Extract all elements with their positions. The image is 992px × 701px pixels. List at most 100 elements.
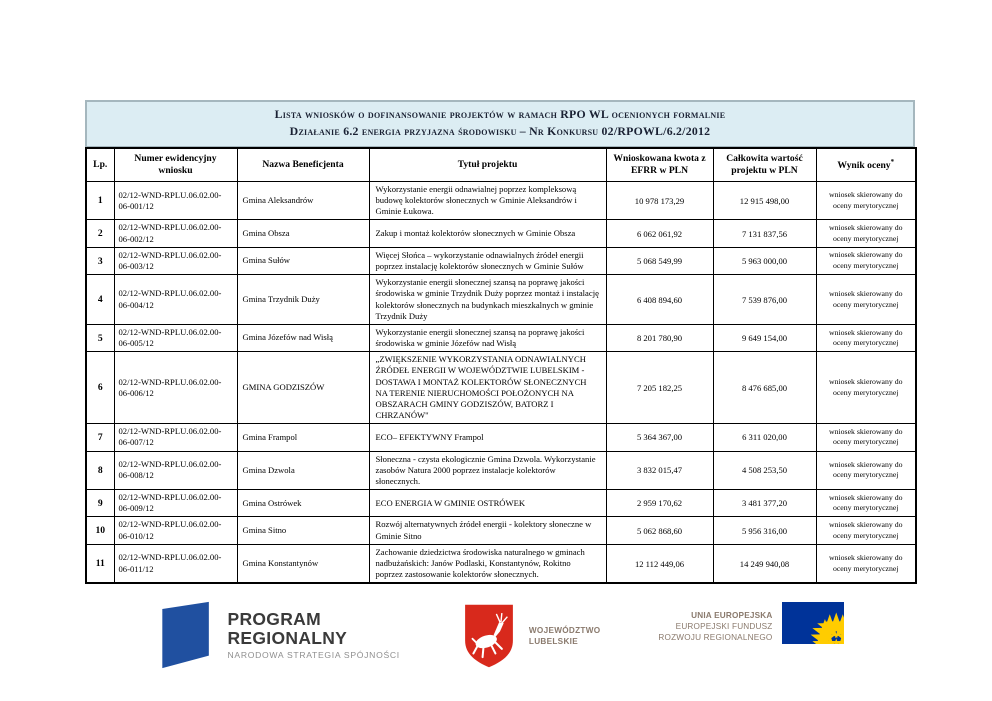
col-header-project-title: Tytuł projektu — [368, 147, 607, 182]
col-header-result: Wynik oceny* — [815, 147, 917, 182]
row-project-title: Wykorzystanie energii odnawialnej poprze… — [368, 180, 607, 221]
row-result: wniosek skierowany do oceny merytoryczne… — [815, 246, 917, 276]
title-line-2: Działanie 6.2 energia przyjazna środowis… — [289, 123, 711, 138]
table-row: 10 02/12-WND-RPLU.06.02.00-06-010/12 Gmi… — [85, 516, 917, 545]
row-beneficiary: Gmina Dzwola — [236, 450, 370, 491]
row-lp: 2 — [85, 219, 115, 248]
row-project-title: Zakup i montaż kolektorów słonecznych w … — [368, 219, 607, 248]
table-row: 4 02/12-WND-RPLU.06.02.00-06-004/12 Gmin… — [85, 274, 917, 325]
row-application-number: 02/12-WND-RPLU.06.02.00-06-009/12 — [113, 489, 238, 518]
row-requested-amount: 5 062 868,60 — [605, 516, 714, 545]
lubelskie-coat-of-arms-icon — [464, 604, 513, 668]
applications-table: Lp. Numer ewidencyjny wniosku Nazwa Bene… — [85, 147, 917, 585]
row-total-value: 5 956 316,00 — [712, 516, 817, 545]
row-lp: 8 — [85, 450, 115, 491]
row-application-number: 02/12-WND-RPLU.06.02.00-06-004/12 — [113, 274, 238, 325]
row-project-title: Wykorzystanie energii słonecznej szansą … — [368, 274, 607, 325]
eu-line3: ROZWOJU REGIONALNEGO — [658, 633, 773, 643]
title-line-1: Lista wniosków o dofinansowanie projektó… — [274, 107, 726, 121]
footnote-asterisk: * — [890, 157, 895, 166]
row-beneficiary: Gmina Sitno — [236, 516, 370, 545]
row-total-value: 9 649 154,00 — [712, 323, 817, 353]
row-lp: 6 — [85, 351, 115, 425]
eu-line1: UNIA EUROPEJSKA — [691, 611, 773, 620]
row-project-title: ECO– EFEKTYWNY Frampol — [368, 423, 607, 452]
nss-title-line2: REGIONALNY — [227, 627, 348, 648]
row-beneficiary: Gmina Sułów — [236, 246, 370, 276]
row-result: wniosek skierowany do oceny merytoryczne… — [815, 323, 917, 353]
row-project-title: „ZWIĘKSZENIE WYKORZYSTANIA ODNAWIALNYCH … — [368, 351, 607, 425]
lubelskie-line2: LUBELSKIE — [528, 637, 578, 646]
row-application-number: 02/12-WND-RPLU.06.02.00-06-008/12 — [113, 450, 238, 491]
row-total-value: 4 508 253,50 — [712, 450, 817, 491]
row-lp: 10 — [85, 516, 115, 545]
row-lp: 11 — [85, 543, 115, 584]
nss-title-line1: PROGRAM — [227, 608, 321, 629]
table-row: 2 02/12-WND-RPLU.06.02.00-06-002/12 Gmin… — [85, 219, 917, 248]
row-application-number: 02/12-WND-RPLU.06.02.00-06-010/12 — [113, 516, 238, 545]
nss-logo-text: PROGRAM REGIONALNY NARODOWA STRATEGIA SP… — [227, 610, 399, 660]
row-total-value: 14 249 940,08 — [712, 543, 817, 584]
row-result: wniosek skierowany do oceny merytoryczne… — [815, 516, 917, 545]
row-result: wniosek skierowany do oceny merytoryczne… — [815, 274, 917, 325]
row-total-value: 3 481 377,20 — [712, 489, 817, 518]
row-project-title: Zachowanie dziedzictwa środowiska natura… — [368, 543, 607, 584]
footer-logos: PROGRAM REGIONALNY NARODOWA STRATEGIA SP… — [0, 599, 992, 671]
col-header-lp: Lp. — [85, 147, 115, 182]
row-total-value: 8 476 685,00 — [712, 351, 817, 425]
row-application-number: 02/12-WND-RPLU.06.02.00-06-001/12 — [113, 180, 238, 221]
table-row: 9 02/12-WND-RPLU.06.02.00-06-009/12 Gmin… — [85, 489, 917, 518]
lubelskie-logo: WOJEWÓDZTWO LUBELSKIE — [462, 602, 601, 670]
row-requested-amount: 6 408 894,60 — [605, 274, 714, 325]
row-total-value: 5 963 000,00 — [712, 246, 817, 276]
row-requested-amount: 7 205 182,25 — [605, 351, 714, 425]
col-header-beneficiary: Nazwa Beneficjenta — [236, 147, 370, 182]
row-result: wniosek skierowany do oceny merytoryczne… — [815, 180, 917, 221]
row-project-title: Wykorzystanie energii słonecznej szansą … — [368, 323, 607, 353]
program-regionalny-logo: PROGRAM REGIONALNY NARODOWA STRATEGIA SP… — [148, 599, 399, 671]
row-project-title: Więcej Słońca – wykorzystanie odnawialny… — [368, 246, 607, 276]
row-lp: 7 — [85, 423, 115, 452]
row-result: wniosek skierowany do oceny merytoryczne… — [815, 543, 917, 584]
eu-line2: EUROPEJSKI FUNDUSZ — [675, 622, 773, 632]
row-application-number: 02/12-WND-RPLU.06.02.00-06-007/12 — [113, 423, 238, 452]
row-requested-amount: 10 978 173,29 — [605, 180, 714, 221]
row-beneficiary: Gmina Ostrówek — [236, 489, 370, 518]
col-header-result-label: Wynik oceny — [837, 160, 891, 172]
lubelskie-line1: WOJEWÓDZTWO — [528, 625, 601, 635]
nss-flag-icon — [148, 601, 217, 671]
row-beneficiary: Gmina Frampol — [236, 423, 370, 452]
row-project-title: Słoneczna - czysta ekologicznie Gmina Dz… — [368, 450, 607, 491]
row-requested-amount: 5 068 549,99 — [605, 246, 714, 276]
row-lp: 4 — [85, 274, 115, 325]
row-project-title: ECO ENERGIA W GMINIE OSTRÓWEK — [368, 489, 607, 518]
row-project-title: Rozwój alternatywnych źródeł energii - k… — [368, 516, 607, 545]
row-beneficiary: Gmina Trzydnik Duży — [236, 274, 370, 325]
row-total-value: 6 311 020,00 — [712, 423, 817, 452]
row-requested-amount: 5 364 367,00 — [605, 423, 714, 452]
row-beneficiary: GMINA GODZISZÓW — [236, 351, 370, 425]
row-beneficiary: Gmina Józefów nad Wisłą — [236, 323, 370, 353]
row-lp: 9 — [85, 489, 115, 518]
row-result: wniosek skierowany do oceny merytoryczne… — [815, 351, 917, 425]
table-row: 5 02/12-WND-RPLU.06.02.00-06-005/12 Gmin… — [85, 323, 917, 353]
row-result: wniosek skierowany do oceny merytoryczne… — [815, 219, 917, 248]
table-row: 11 02/12-WND-RPLU.06.02.00-06-011/12 Gmi… — [85, 543, 917, 584]
row-total-value: 7 131 837,56 — [712, 219, 817, 248]
row-beneficiary: Gmina Obsza — [236, 219, 370, 248]
row-application-number: 02/12-WND-RPLU.06.02.00-06-003/12 — [113, 246, 238, 276]
col-header-requested-amount: Wnioskowana kwota z EFRR w PLN — [605, 147, 714, 182]
row-lp: 5 — [85, 323, 115, 353]
table-row: 3 02/12-WND-RPLU.06.02.00-06-003/12 Gmin… — [85, 246, 917, 276]
nss-subtitle: NARODOWA STRATEGIA SPÓJNOŚCI — [227, 650, 400, 661]
table-header-row: Lp. Numer ewidencyjny wniosku Nazwa Bene… — [85, 147, 917, 182]
eu-flag-icon — [781, 602, 844, 644]
lubelskie-logo-text: WOJEWÓDZTWO LUBELSKIE — [529, 625, 601, 648]
eu-logo: UNIA EUROPEJSKA EUROPEJSKI FUNDUSZ ROZWO… — [658, 602, 844, 644]
row-requested-amount: 8 201 780,90 — [605, 323, 714, 353]
row-result: wniosek skierowany do oceny merytoryczne… — [815, 450, 917, 491]
col-header-application-number: Numer ewidencyjny wniosku — [113, 147, 238, 182]
row-result: wniosek skierowany do oceny merytoryczne… — [815, 489, 917, 518]
table-row: 7 02/12-WND-RPLU.06.02.00-06-007/12 Gmin… — [85, 423, 917, 452]
